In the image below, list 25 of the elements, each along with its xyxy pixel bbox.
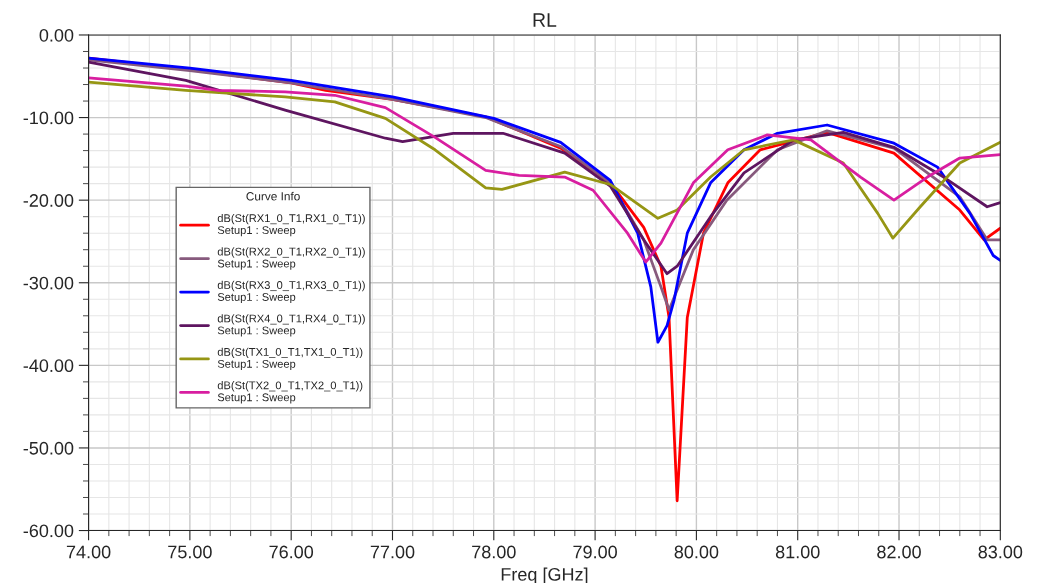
y-tick-label: -40.00	[23, 359, 74, 373]
y-tick-label: -10.00	[23, 111, 74, 125]
x-tick-label: 79.00	[573, 545, 617, 559]
y-tick-label: 0.00	[39, 28, 74, 42]
x-tick-label: 83.00	[978, 545, 1023, 559]
legend-label: dB(St(TX1_0_T1,TX1_0_T1)) Setup1 : Sweep	[217, 347, 363, 370]
y-tick-label: -20.00	[23, 194, 74, 207]
legend-label: dB(St(RX3_0_T1,RX3_0_T1)) Setup1 : Sweep	[217, 280, 365, 304]
legend-title: Curve Info	[246, 191, 300, 201]
x-tick-label: 80.00	[674, 545, 719, 559]
x-tick-label: 74.00	[66, 545, 111, 559]
y-tick-label: -60.00	[23, 524, 74, 538]
x-tick-label: 82.00	[877, 545, 921, 559]
legend-label: dB(St(TX2_0_T1,TX2_0_T1)) Setup1 : Sweep	[217, 381, 363, 404]
x-tick-label: 77.00	[370, 545, 415, 559]
x-tick-label: 81.00	[775, 545, 820, 559]
x-tick-label: 78.00	[472, 545, 516, 559]
x-tick-label: 76.00	[269, 545, 314, 559]
y-tick-label: -50.00	[23, 441, 74, 455]
legend-label: dB(St(RX1_0_T1,RX1_0_T1)) Setup1 : Sweep	[217, 213, 365, 237]
chart-title: RL	[533, 13, 557, 27]
legend-label: dB(St(RX2_0_T1,RX2_0_T1)) Setup1 : Sweep	[217, 247, 365, 270]
legend-label: dB(St(RX4_0_T1,RX4_0_T1)) Setup1 : Sweep	[217, 314, 365, 337]
y-tick-label: -30.00	[23, 276, 74, 290]
x-tick-label: 75.00	[168, 545, 212, 559]
